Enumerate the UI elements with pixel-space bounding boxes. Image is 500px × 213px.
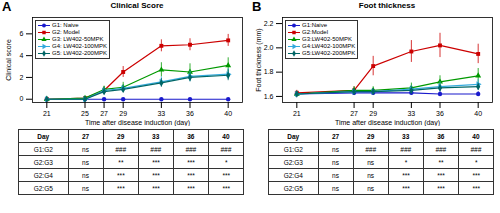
html-text:Day: Day: [37, 132, 50, 140]
html-text:ns: ns: [332, 158, 339, 166]
svg-text:1.6: 1.6: [264, 93, 274, 100]
svg-text:1.8: 1.8: [264, 68, 274, 75]
html-text:G2:G4: G2:G4: [33, 171, 53, 179]
svg-text:21: 21: [293, 110, 301, 117]
html-text:36: 36: [437, 132, 445, 140]
svg-text:Foot thickness (mm): Foot thickness (mm): [255, 28, 263, 91]
svg-text:0: 0: [20, 95, 24, 102]
html-text:Clinical Score: Clinical Score: [110, 1, 164, 10]
html-text:40: 40: [222, 132, 230, 140]
svg-text:33: 33: [407, 110, 415, 117]
svg-text:Time after disease induction (: Time after disease induction (day): [85, 119, 190, 127]
html-text:G1:G2: G1:G2: [33, 145, 53, 153]
html-text:40: 40: [472, 132, 480, 140]
svg-text:36: 36: [186, 110, 194, 117]
html-text:G2:G3: G2:G3: [283, 158, 303, 166]
html-text:27: 27: [331, 132, 340, 140]
html-text:A: A: [2, 0, 12, 14]
html-text:G2:Model: G2:Model: [302, 29, 328, 35]
html-text:G1:G2: G1:G2: [283, 145, 303, 153]
svg-text:6: 6: [20, 30, 24, 37]
svg-text:2: 2: [20, 74, 24, 81]
svg-text:2.0: 2.0: [264, 44, 274, 51]
svg-text:36: 36: [436, 110, 444, 117]
svg-text:27: 27: [350, 110, 358, 117]
svg-text:Clinical score: Clinical score: [5, 39, 12, 81]
html-text:ns: ns: [82, 145, 89, 153]
svg-text:2.2: 2.2: [264, 20, 274, 27]
svg-text:Time after disease induction (: Time after disease induction (day): [335, 119, 440, 127]
html-text:G3:LW402-50MPK: G3:LW402-50MPK: [302, 36, 352, 42]
html-text:36: 36: [187, 132, 195, 140]
html-text:G2:G5: G2:G5: [33, 184, 53, 192]
html-text:G1:Naive: G1:Naive: [302, 22, 327, 28]
svg-text:29: 29: [119, 110, 127, 117]
html-text:ns: ns: [82, 171, 89, 179]
html-text:ns: ns: [332, 145, 339, 153]
html-text:Day: Day: [287, 132, 300, 140]
svg-text:29: 29: [369, 110, 377, 117]
html-text:G2: Model: G2: Model: [52, 29, 80, 35]
svg-text:4: 4: [20, 52, 24, 59]
html-text:G3: LW402-50MPK: G3: LW402-50MPK: [52, 36, 104, 42]
html-text:ns: ns: [332, 171, 339, 179]
html-text:Foot thickness: Foot thickness: [358, 1, 416, 10]
html-text:G5: LW402-200MPK: G5: LW402-200MPK: [52, 50, 107, 56]
html-text:G1: Naive: G1: Naive: [52, 22, 79, 28]
html-text:G2:G5: G2:G5: [283, 184, 303, 192]
html-text:ns: ns: [332, 184, 339, 192]
svg-text:21: 21: [43, 110, 51, 117]
html-text:29: 29: [117, 132, 125, 140]
svg-text:33: 33: [157, 110, 165, 117]
html-text:29: 29: [367, 132, 375, 140]
html-text:27: 27: [81, 132, 90, 140]
svg-text:40: 40: [474, 110, 482, 117]
html-text:33: 33: [152, 132, 160, 140]
html-text:G2:G3: G2:G3: [33, 158, 53, 166]
svg-text:25: 25: [81, 110, 89, 117]
svg-text:40: 40: [224, 110, 232, 117]
html-text:G4: LW402-100MPK: G4: LW402-100MPK: [52, 43, 107, 49]
html-text:ns: ns: [367, 158, 375, 166]
html-text:ns: ns: [82, 158, 89, 166]
html-text:G5:LW402-200MPK: G5:LW402-200MPK: [302, 50, 356, 56]
html-text:G2:G4: G2:G4: [283, 171, 303, 179]
svg-text:27: 27: [100, 110, 108, 117]
html-text:ns: ns: [367, 171, 375, 179]
html-text:G4:LW402-100MPK: G4:LW402-100MPK: [302, 43, 356, 49]
html-text:ns: ns: [367, 184, 375, 192]
html-text:33: 33: [402, 132, 410, 140]
html-text:ns: ns: [82, 184, 89, 192]
html-text:B: B: [252, 0, 262, 14]
